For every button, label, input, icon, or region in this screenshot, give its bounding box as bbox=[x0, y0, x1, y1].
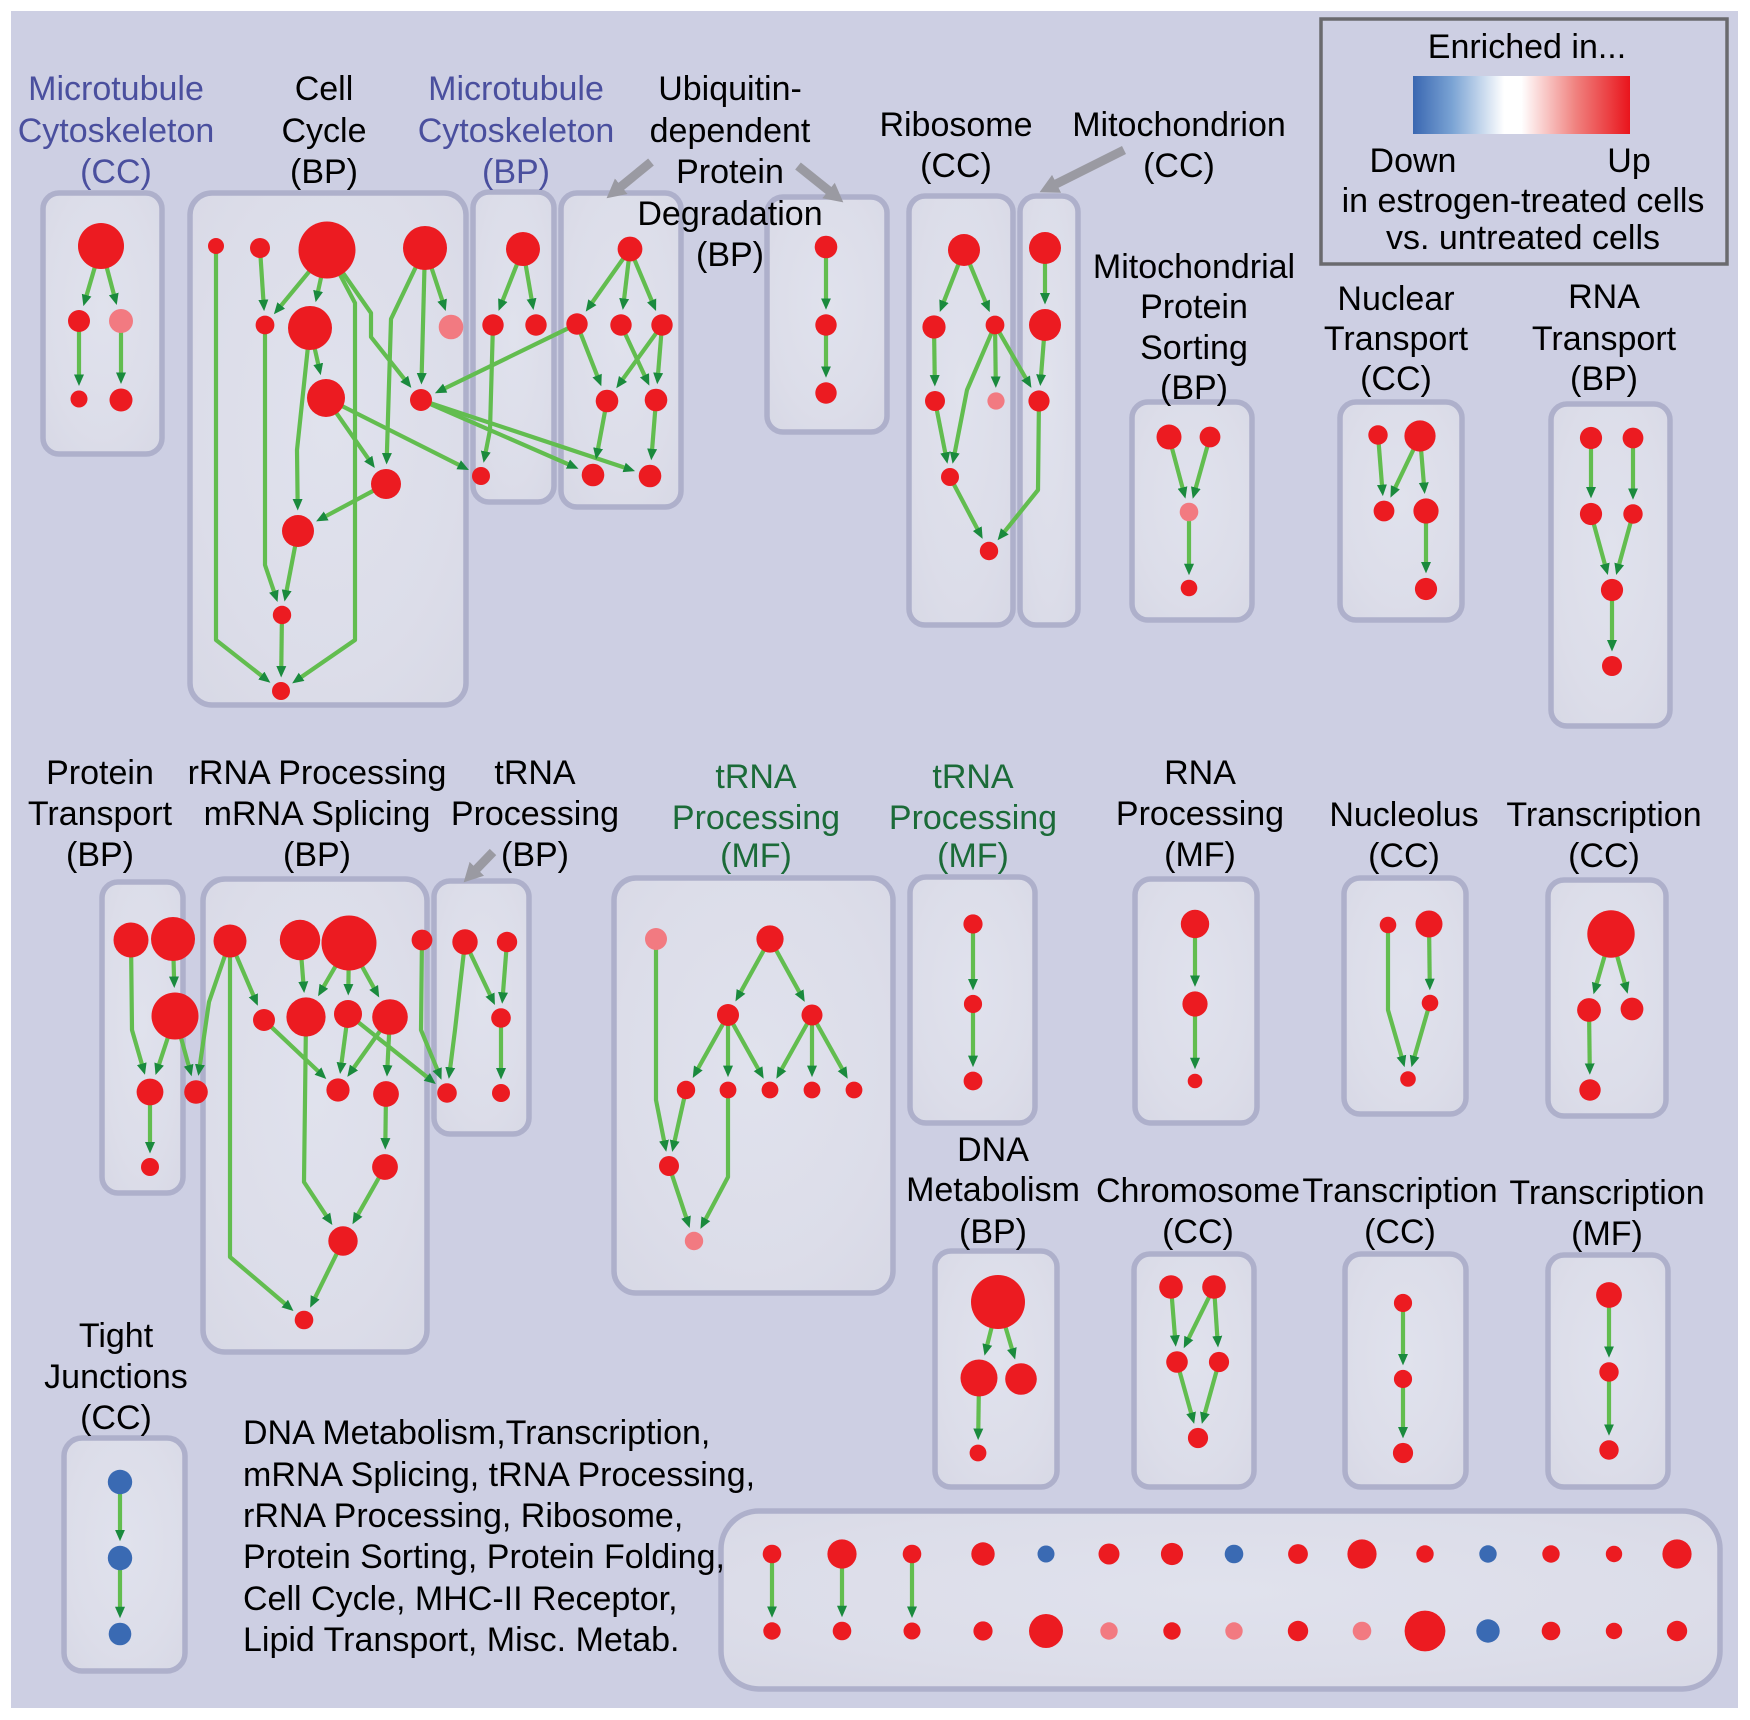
svg-text:Transcription: Transcription bbox=[1506, 796, 1701, 834]
svg-text:(MF): (MF) bbox=[1164, 836, 1236, 874]
svg-text:Cytoskeleton: Cytoskeleton bbox=[18, 112, 215, 150]
svg-text:Sorting: Sorting bbox=[1140, 329, 1248, 367]
svg-text:Enriched in...: Enriched in... bbox=[1428, 28, 1626, 66]
svg-text:mRNA Splicing, tRNA Processing: mRNA Splicing, tRNA Processing, bbox=[243, 1456, 755, 1494]
svg-text:(CC): (CC) bbox=[1368, 837, 1440, 875]
svg-text:Cycle: Cycle bbox=[281, 112, 366, 150]
svg-text:RNA: RNA bbox=[1568, 278, 1640, 316]
svg-text:Protein Sorting, Protein Foldi: Protein Sorting, Protein Folding, bbox=[243, 1538, 725, 1576]
svg-text:DNA Metabolism,Transcription,: DNA Metabolism,Transcription, bbox=[243, 1414, 710, 1452]
svg-text:in estrogen-treated cells: in estrogen-treated cells bbox=[1342, 182, 1705, 220]
svg-text:(BP): (BP) bbox=[482, 153, 550, 191]
svg-text:Processing: Processing bbox=[451, 795, 619, 833]
svg-text:vs. untreated cells: vs. untreated cells bbox=[1386, 219, 1660, 257]
svg-text:Nuclear: Nuclear bbox=[1337, 280, 1454, 318]
svg-text:(CC): (CC) bbox=[80, 1399, 152, 1437]
svg-text:Processing: Processing bbox=[672, 799, 840, 837]
svg-text:Transport: Transport bbox=[1324, 320, 1469, 358]
svg-text:(CC): (CC) bbox=[1360, 360, 1432, 398]
svg-text:Mitochondrion: Mitochondrion bbox=[1072, 106, 1286, 144]
svg-text:Processing: Processing bbox=[1116, 795, 1284, 833]
svg-text:Cytoskeleton: Cytoskeleton bbox=[418, 112, 615, 150]
svg-text:Transcription: Transcription bbox=[1302, 1172, 1497, 1210]
svg-text:Junctions: Junctions bbox=[44, 1358, 188, 1396]
svg-text:Up: Up bbox=[1607, 142, 1650, 180]
svg-text:Chromosome: Chromosome bbox=[1096, 1172, 1300, 1210]
svg-text:Down: Down bbox=[1370, 142, 1457, 180]
svg-text:Cell Cycle, MHC-II Receptor,: Cell Cycle, MHC-II Receptor, bbox=[243, 1580, 678, 1618]
svg-text:(CC): (CC) bbox=[920, 147, 992, 185]
svg-text:Degradation: Degradation bbox=[637, 195, 822, 233]
svg-text:(BP): (BP) bbox=[66, 836, 134, 874]
svg-text:Processing: Processing bbox=[889, 799, 1057, 837]
svg-text:Tight: Tight bbox=[79, 1317, 154, 1355]
svg-text:(CC): (CC) bbox=[1162, 1213, 1234, 1251]
svg-text:Ribosome: Ribosome bbox=[879, 106, 1032, 144]
svg-text:DNA: DNA bbox=[957, 1131, 1029, 1169]
svg-text:tRNA: tRNA bbox=[494, 754, 576, 792]
svg-text:(CC): (CC) bbox=[1143, 147, 1215, 185]
svg-text:Nucleolus: Nucleolus bbox=[1329, 796, 1478, 834]
svg-text:Transcription: Transcription bbox=[1509, 1174, 1704, 1212]
svg-text:(MF): (MF) bbox=[937, 837, 1009, 875]
svg-text:Transport: Transport bbox=[1532, 320, 1677, 358]
svg-text:dependent: dependent bbox=[650, 112, 811, 150]
svg-text:tRNA: tRNA bbox=[715, 758, 797, 796]
svg-text:mRNA Splicing: mRNA Splicing bbox=[204, 795, 431, 833]
svg-text:Protein: Protein bbox=[46, 754, 154, 792]
svg-text:(BP): (BP) bbox=[290, 153, 358, 191]
svg-text:Protein: Protein bbox=[676, 153, 784, 191]
svg-text:rRNA Processing: rRNA Processing bbox=[188, 754, 447, 792]
svg-text:Cell: Cell bbox=[295, 70, 354, 108]
svg-text:Microtubule: Microtubule bbox=[428, 70, 604, 108]
svg-text:Lipid Transport, Misc. Metab.: Lipid Transport, Misc. Metab. bbox=[243, 1621, 680, 1659]
svg-text:Mitochondrial: Mitochondrial bbox=[1093, 248, 1295, 286]
svg-text:Ubiquitin-: Ubiquitin- bbox=[658, 70, 802, 108]
svg-text:Protein: Protein bbox=[1140, 288, 1248, 326]
svg-text:tRNA: tRNA bbox=[932, 758, 1014, 796]
svg-text:Metabolism: Metabolism bbox=[906, 1171, 1080, 1209]
svg-text:Microtubule: Microtubule bbox=[28, 70, 204, 108]
svg-text:(MF): (MF) bbox=[1571, 1215, 1643, 1253]
svg-text:rRNA Processing, Ribosome,: rRNA Processing, Ribosome, bbox=[243, 1497, 683, 1535]
svg-text:(CC): (CC) bbox=[80, 153, 152, 191]
svg-text:(BP): (BP) bbox=[959, 1213, 1027, 1251]
svg-text:(BP): (BP) bbox=[696, 236, 764, 274]
svg-text:(CC): (CC) bbox=[1364, 1213, 1436, 1251]
svg-text:RNA: RNA bbox=[1164, 754, 1236, 792]
svg-text:(BP): (BP) bbox=[1570, 360, 1638, 398]
svg-text:(BP): (BP) bbox=[283, 836, 351, 874]
svg-text:(CC): (CC) bbox=[1568, 837, 1640, 875]
svg-text:Transport: Transport bbox=[28, 795, 173, 833]
svg-text:(BP): (BP) bbox=[1160, 369, 1228, 407]
svg-text:(BP): (BP) bbox=[501, 836, 569, 874]
svg-text:(MF): (MF) bbox=[720, 837, 792, 875]
